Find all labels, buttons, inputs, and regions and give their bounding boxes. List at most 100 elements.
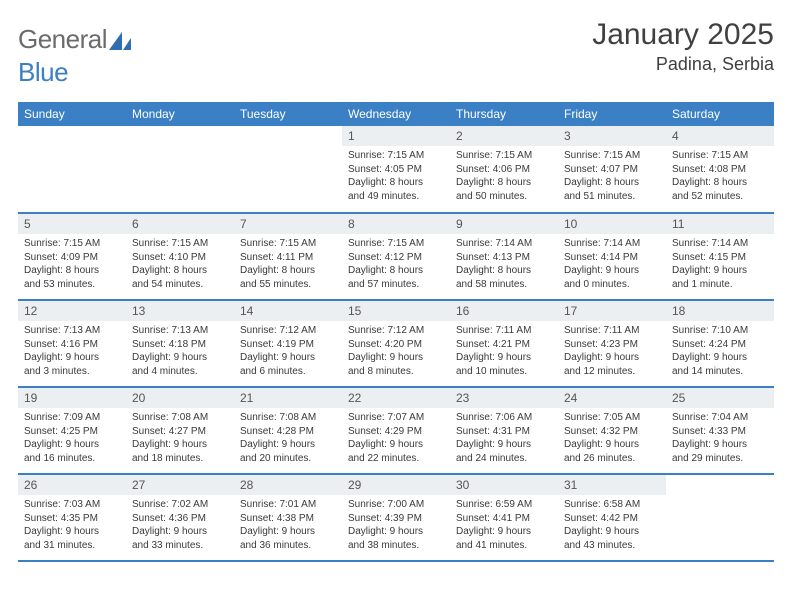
day-details: Sunrise: 7:07 AMSunset: 4:29 PMDaylight:…	[342, 408, 450, 469]
day-detail-line: Sunrise: 7:07 AM	[348, 411, 444, 425]
day-detail-line: Daylight: 9 hours	[456, 525, 552, 539]
day-detail-line: Sunrise: 7:02 AM	[132, 498, 228, 512]
day-detail-line: and 26 minutes.	[564, 452, 660, 466]
day-detail-line: Sunset: 4:32 PM	[564, 425, 660, 439]
day-number: 18	[666, 301, 774, 321]
day-detail-line: Sunrise: 7:15 AM	[564, 149, 660, 163]
day-detail-line: Sunrise: 7:15 AM	[456, 149, 552, 163]
day-detail-line: Daylight: 9 hours	[564, 264, 660, 278]
day-detail-line: Sunrise: 7:09 AM	[24, 411, 120, 425]
day-detail-line: Daylight: 8 hours	[456, 176, 552, 190]
day-number: 27	[126, 475, 234, 495]
day-detail-line: Daylight: 9 hours	[132, 351, 228, 365]
day-number: 23	[450, 388, 558, 408]
day-detail-line: and 57 minutes.	[348, 278, 444, 292]
calendar-day-cell: 14Sunrise: 7:12 AMSunset: 4:19 PMDayligh…	[234, 300, 342, 387]
calendar-day-cell	[126, 126, 234, 213]
day-detail-line: Sunrise: 7:14 AM	[564, 237, 660, 251]
day-detail-line: Sunset: 4:38 PM	[240, 512, 336, 526]
day-detail-line: and 51 minutes.	[564, 190, 660, 204]
calendar-day-cell: 30Sunrise: 6:59 AMSunset: 4:41 PMDayligh…	[450, 474, 558, 561]
day-detail-line: and 53 minutes.	[24, 278, 120, 292]
day-detail-line: Sunset: 4:39 PM	[348, 512, 444, 526]
day-details: Sunrise: 6:59 AMSunset: 4:41 PMDaylight:…	[450, 495, 558, 556]
day-detail-line: and 31 minutes.	[24, 539, 120, 553]
day-detail-line: and 29 minutes.	[672, 452, 768, 466]
day-detail-line: and 33 minutes.	[132, 539, 228, 553]
calendar-day-cell	[666, 474, 774, 561]
calendar-day-cell: 2Sunrise: 7:15 AMSunset: 4:06 PMDaylight…	[450, 126, 558, 213]
day-detail-line: Sunset: 4:33 PM	[672, 425, 768, 439]
weekday-header: Friday	[558, 102, 666, 126]
day-detail-line: Sunrise: 7:14 AM	[672, 237, 768, 251]
day-details: Sunrise: 7:04 AMSunset: 4:33 PMDaylight:…	[666, 408, 774, 469]
calendar-day-cell: 10Sunrise: 7:14 AMSunset: 4:14 PMDayligh…	[558, 213, 666, 300]
day-number	[18, 126, 126, 144]
calendar-day-cell: 7Sunrise: 7:15 AMSunset: 4:11 PMDaylight…	[234, 213, 342, 300]
day-number: 3	[558, 126, 666, 146]
day-detail-line: Daylight: 8 hours	[672, 176, 768, 190]
day-detail-line: Sunset: 4:29 PM	[348, 425, 444, 439]
title-block: January 2025 Padina, Serbia	[592, 18, 774, 75]
calendar-day-cell: 5Sunrise: 7:15 AMSunset: 4:09 PMDaylight…	[18, 213, 126, 300]
day-detail-line: Daylight: 9 hours	[672, 351, 768, 365]
day-number: 30	[450, 475, 558, 495]
day-number: 28	[234, 475, 342, 495]
day-number: 8	[342, 214, 450, 234]
day-detail-line: Sunrise: 6:58 AM	[564, 498, 660, 512]
day-number: 7	[234, 214, 342, 234]
day-number: 16	[450, 301, 558, 321]
day-details: Sunrise: 7:09 AMSunset: 4:25 PMDaylight:…	[18, 408, 126, 469]
calendar-day-cell	[18, 126, 126, 213]
day-detail-line: and 54 minutes.	[132, 278, 228, 292]
day-number: 20	[126, 388, 234, 408]
day-detail-line: and 38 minutes.	[348, 539, 444, 553]
day-details: Sunrise: 7:14 AMSunset: 4:14 PMDaylight:…	[558, 234, 666, 295]
calendar-day-cell: 26Sunrise: 7:03 AMSunset: 4:35 PMDayligh…	[18, 474, 126, 561]
day-detail-line: Sunrise: 7:06 AM	[456, 411, 552, 425]
calendar-day-cell: 27Sunrise: 7:02 AMSunset: 4:36 PMDayligh…	[126, 474, 234, 561]
calendar-day-cell: 9Sunrise: 7:14 AMSunset: 4:13 PMDaylight…	[450, 213, 558, 300]
day-detail-line: Sunrise: 7:04 AM	[672, 411, 768, 425]
day-detail-line: Daylight: 8 hours	[132, 264, 228, 278]
day-number: 12	[18, 301, 126, 321]
day-detail-line: Sunset: 4:18 PM	[132, 338, 228, 352]
day-detail-line: and 49 minutes.	[348, 190, 444, 204]
day-detail-line: Daylight: 8 hours	[348, 264, 444, 278]
day-detail-line: Sunset: 4:36 PM	[132, 512, 228, 526]
day-detail-line: Sunrise: 7:08 AM	[240, 411, 336, 425]
day-number: 13	[126, 301, 234, 321]
day-detail-line: Sunrise: 7:15 AM	[240, 237, 336, 251]
calendar-day-cell: 20Sunrise: 7:08 AMSunset: 4:27 PMDayligh…	[126, 387, 234, 474]
day-detail-line: Sunrise: 7:01 AM	[240, 498, 336, 512]
day-details	[234, 144, 342, 151]
day-detail-line: Daylight: 9 hours	[240, 351, 336, 365]
day-details: Sunrise: 7:11 AMSunset: 4:21 PMDaylight:…	[450, 321, 558, 382]
day-details: Sunrise: 7:14 AMSunset: 4:15 PMDaylight:…	[666, 234, 774, 295]
day-detail-line: and 50 minutes.	[456, 190, 552, 204]
day-detail-line: Sunset: 4:16 PM	[24, 338, 120, 352]
day-number: 1	[342, 126, 450, 146]
day-details: Sunrise: 7:15 AMSunset: 4:11 PMDaylight:…	[234, 234, 342, 295]
calendar-day-cell: 16Sunrise: 7:11 AMSunset: 4:21 PMDayligh…	[450, 300, 558, 387]
day-detail-line: Daylight: 9 hours	[348, 525, 444, 539]
weekday-header: Wednesday	[342, 102, 450, 126]
day-detail-line: Sunset: 4:09 PM	[24, 251, 120, 265]
day-detail-line: Daylight: 9 hours	[348, 351, 444, 365]
day-number: 17	[558, 301, 666, 321]
calendar-day-cell: 25Sunrise: 7:04 AMSunset: 4:33 PMDayligh…	[666, 387, 774, 474]
day-number: 26	[18, 475, 126, 495]
day-number: 31	[558, 475, 666, 495]
calendar-day-cell: 18Sunrise: 7:10 AMSunset: 4:24 PMDayligh…	[666, 300, 774, 387]
day-detail-line: Sunset: 4:25 PM	[24, 425, 120, 439]
calendar-body: 1Sunrise: 7:15 AMSunset: 4:05 PMDaylight…	[18, 126, 774, 561]
day-detail-line: and 6 minutes.	[240, 365, 336, 379]
day-detail-line: and 10 minutes.	[456, 365, 552, 379]
calendar-week-row: 1Sunrise: 7:15 AMSunset: 4:05 PMDaylight…	[18, 126, 774, 213]
calendar-day-cell: 13Sunrise: 7:13 AMSunset: 4:18 PMDayligh…	[126, 300, 234, 387]
day-number: 29	[342, 475, 450, 495]
day-details: Sunrise: 7:11 AMSunset: 4:23 PMDaylight:…	[558, 321, 666, 382]
day-details: Sunrise: 7:13 AMSunset: 4:18 PMDaylight:…	[126, 321, 234, 382]
day-number	[234, 126, 342, 144]
day-detail-line: Sunset: 4:31 PM	[456, 425, 552, 439]
